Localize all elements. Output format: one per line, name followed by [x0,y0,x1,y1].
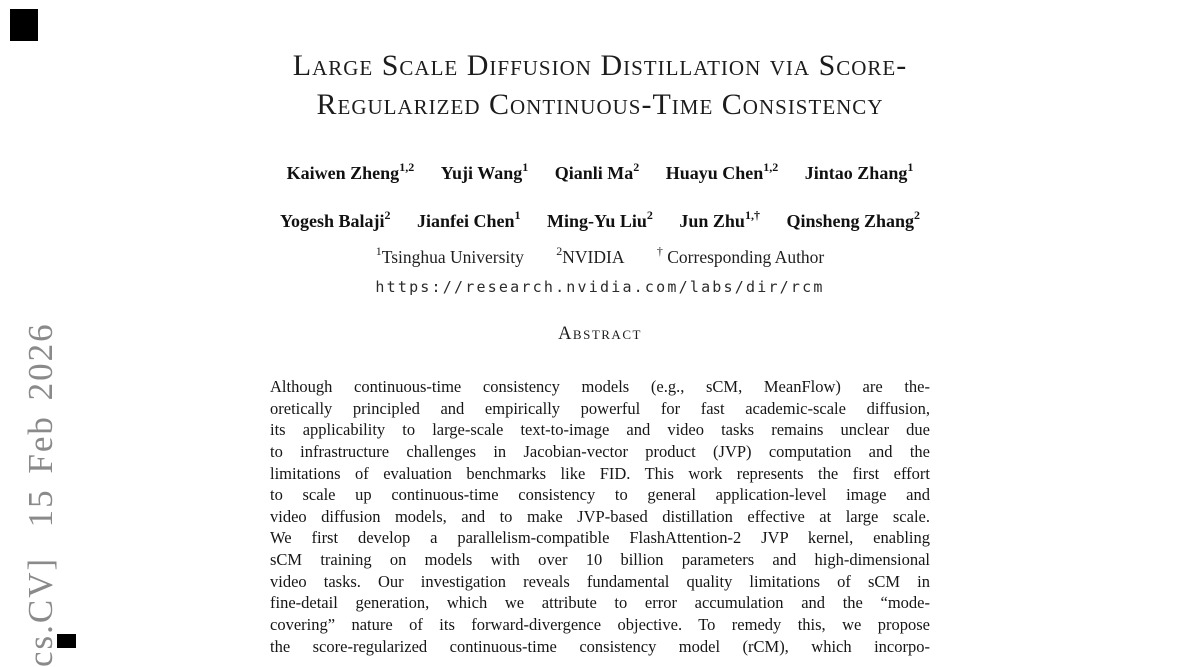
corner-mark-top-left [10,9,38,41]
abstract-line: covering” nature of its forward-divergen… [270,615,930,635]
abstract-line: its applicability to large-scale text-to… [270,420,930,440]
affiliation-sup: † [656,244,663,258]
author-name: Jianfei Chen [417,211,515,231]
author-affiliation-sup: 1,2 [763,160,779,174]
author: Ming-Yu Liu2 [547,208,653,232]
paper-title-line-2: Regularized Continuous-Time Consistency [316,88,884,121]
author-affiliation-sup: 2 [633,160,640,174]
affiliation: † Corresponding Author [656,244,825,268]
author-name: Yuji Wang [440,163,523,183]
authors-row-2: Yogesh Balaji2 Jianfei Chen1 Ming-Yu Liu… [0,208,1200,232]
abstract-line: video diffusion models, and to make JVP-… [270,506,930,526]
abstract-line: to infrastructure challenges in Jacobian… [270,441,930,461]
author-name: Yogesh Balaji [279,211,385,231]
author: Jun Zhu1,† [679,208,760,232]
author-name: Jintao Zhang [804,163,908,183]
abstract-line: oretically principled and empirically po… [270,398,930,418]
arxiv-sidebar-watermark: cs.CV] 15 Feb 2026 [21,322,60,667]
affiliation-sup: 1 [375,244,382,258]
author: Kaiwen Zheng1,2 [286,160,415,184]
author: Jianfei Chen1 [417,208,521,232]
abstract-line: sCM training on models with over 10 bill… [270,550,930,570]
author-affiliation-sup: 1,† [744,208,760,222]
author-name: Huayu Chen [665,163,764,183]
abstract-line: to scale up continuous-time consistency … [270,485,930,505]
author-name: Qinsheng Zhang [786,211,915,231]
corner-mark-bottom [57,634,76,648]
author-name: Qianli Ma [554,163,634,183]
affiliation-label: Corresponding Author [662,246,825,267]
abstract-line: the score-regularized continuous-time co… [270,636,930,656]
affiliation-label: NVIDIA [562,246,625,267]
affiliation: 2NVIDIA [556,244,625,268]
author: Qianli Ma2 [554,160,640,184]
paper-title-line-1: Large Scale Diffusion Distillation via S… [292,49,908,82]
abstract-body: Although continuous-time consistency mod… [270,376,930,657]
author-name: Ming-Yu Liu [547,211,647,231]
affiliations-line: 1Tsinghua University 2NVIDIA † Correspon… [0,244,1200,268]
abstract-line: limitations of evaluation benchmarks lik… [270,463,930,483]
authors-row-1: Kaiwen Zheng1,2 Yuji Wang1 Qianli Ma2 Hu… [0,160,1200,184]
author: Jintao Zhang1 [804,160,914,184]
author: Qinsheng Zhang2 [786,208,921,232]
abstract-line: fine-detail generation, which we attribu… [270,593,930,613]
abstract-line: Although continuous-time consistency mod… [270,377,930,396]
author-name: Kaiwen Zheng [286,163,400,183]
author-affiliation-sup: 2 [914,208,921,222]
author-affiliation-sup: 1 [514,208,521,222]
author: Yuji Wang1 [440,160,529,184]
paper-title: Large Scale Diffusion Distillation via S… [0,46,1200,124]
author-affiliation-sup: 1 [522,160,529,174]
author: Yogesh Balaji2 [279,208,391,232]
abstract-line: video tasks. Our investigation reveals f… [270,571,930,591]
affiliation-sup: 2 [556,244,563,258]
author-affiliation-sup: 1,2 [399,160,415,174]
author-affiliation-sup: 2 [384,208,391,222]
affiliation: 1Tsinghua University [375,244,524,268]
author-affiliation-sup: 1 [907,160,914,174]
project-url-link[interactable]: https://research.nvidia.com/labs/dir/rcm [375,278,825,296]
affiliation-label: Tsinghua University [381,246,524,267]
abstract-line: We first develop a parallelism-compatibl… [270,528,930,548]
author: Huayu Chen1,2 [665,160,779,184]
author-affiliation-sup: 2 [646,208,653,222]
author-name: Jun Zhu [679,211,745,231]
abstract-heading: Abstract [558,324,642,344]
